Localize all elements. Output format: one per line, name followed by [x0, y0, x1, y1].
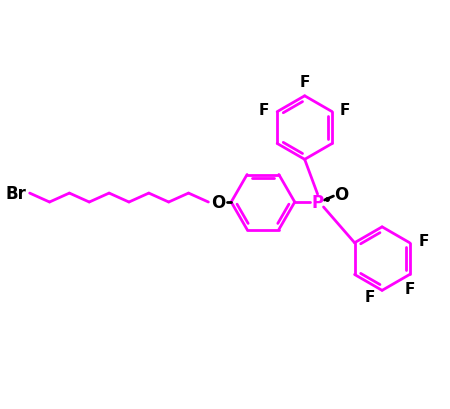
Text: O: O — [211, 193, 225, 211]
Text: F: F — [300, 75, 310, 90]
Text: F: F — [418, 234, 429, 249]
Text: O: O — [334, 186, 348, 204]
Text: F: F — [340, 103, 350, 118]
Text: F: F — [259, 103, 270, 118]
Text: P: P — [311, 193, 324, 211]
Text: Br: Br — [6, 184, 27, 202]
Text: F: F — [365, 289, 375, 304]
Text: F: F — [405, 281, 415, 296]
